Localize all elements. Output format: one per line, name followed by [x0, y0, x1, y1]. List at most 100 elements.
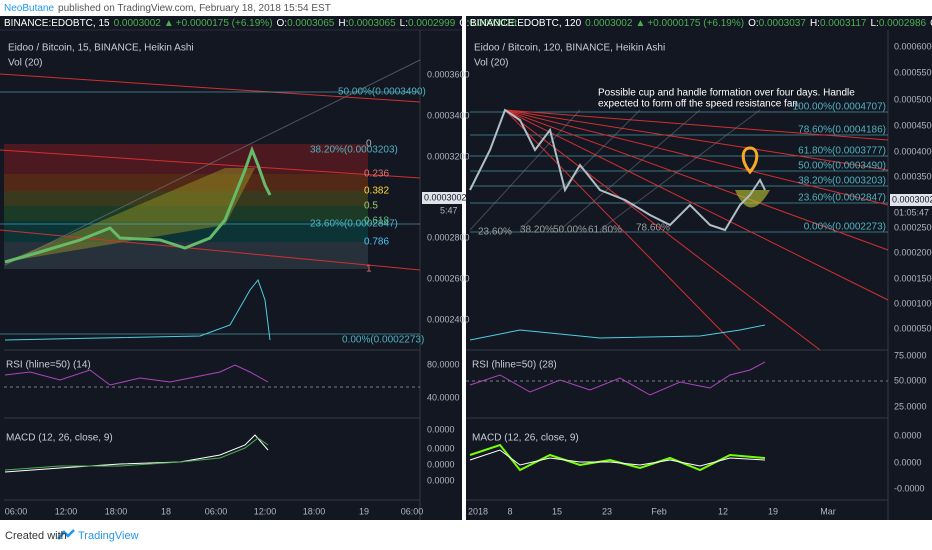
time-tick: 23 [602, 506, 612, 516]
right-drawing [466, 30, 889, 520]
header: NeoButane published on TradingView.com, F… [4, 3, 331, 14]
ohlc-value: 0.0003117 [820, 18, 867, 29]
macd-title: MACD (12, 26, close, 9) [6, 433, 113, 444]
fib-label: 50.00%(0.0003490) [338, 87, 426, 98]
time-tick: 8 [507, 506, 512, 516]
fan-line [469, 109, 581, 231]
ohlc-value: 0.0003037 [759, 18, 807, 29]
time-tick: 19 [359, 506, 369, 516]
ohlc-value: 0.0003065 [287, 18, 335, 29]
ohlc-value: 0.0003065 [348, 18, 396, 29]
time-tick: 18:00 [303, 506, 326, 516]
change: +0.0000175 (+6.19%) [176, 18, 273, 29]
last-price-box [422, 192, 462, 204]
fan-line [504, 109, 889, 301]
trend-line [4, 59, 421, 266]
fan-line [504, 109, 821, 351]
time-tick: 06:00 [5, 506, 28, 516]
ohlc-label: L: [870, 18, 878, 29]
price: 0.0003002 [585, 18, 633, 29]
ohlc-value: 0.0002986 [879, 18, 927, 29]
fib-label: 78.60%(0.0004186) [798, 125, 886, 136]
divider [462, 16, 466, 520]
footer-text: Created with [5, 530, 67, 542]
fib-label: 38.20%(0.0003203) [798, 176, 886, 187]
fib-label: 100.00%(0.0004707) [793, 102, 886, 113]
fan-label: 38.20% [520, 225, 554, 236]
price-tick: 0.0003400 [427, 110, 470, 120]
footer-brand: TradingView [78, 530, 139, 542]
macd-tick: -0.0000 [894, 483, 925, 493]
fib-label: 61.80%(0.0003777) [798, 146, 886, 157]
fib-label: 0.5 [364, 201, 378, 212]
time-tick: 2018 [468, 506, 488, 516]
time-tick: Feb [651, 506, 667, 516]
macd-line [4, 434, 269, 473]
last-price-box [890, 194, 932, 206]
macd-title: MACD (12, 26, close, 9) [472, 433, 579, 444]
fan-line [519, 109, 641, 231]
fib-label: 38.20%(0.0003203) [310, 145, 398, 156]
change: +0.0000175 (+6.19%) [647, 18, 744, 29]
fib-zone [4, 144, 368, 174]
macd-tick: 0.0000 [427, 475, 455, 485]
fib-zone [4, 191, 368, 206]
chart-title: Eidoo / Bitcoin, 120, BINANCE, Heikin As… [474, 43, 665, 54]
cup-shape [735, 190, 770, 208]
fan-line [599, 109, 761, 231]
volume-label: Vol (20) [474, 58, 508, 69]
fib-label: 0 [366, 139, 372, 150]
price-tick: 0.0002600 [427, 273, 470, 283]
rsi-line [4, 364, 269, 386]
rsi-tick: 50.0000 [894, 375, 927, 385]
symbol-line: BINANCE:EDOBTC, 120 0.0003002 ▲ +0.0000175 … [470, 18, 932, 29]
price-tick: 0.0003600 [427, 69, 470, 79]
last-price: 0.0003002 [892, 194, 932, 204]
ohlc-label: O: [748, 18, 759, 29]
macd-tick: 0.0000 [427, 424, 455, 434]
rsi-title: RSI (hline=50) (28) [472, 360, 557, 371]
signal-line [4, 437, 269, 471]
arrow: ▲ [164, 18, 174, 29]
last-price: 0.0003002 [424, 192, 467, 202]
price-candles [4, 145, 272, 264]
fan-line [504, 109, 741, 351]
time-tick: 12:00 [55, 506, 78, 516]
published: published on TradingView.com, February 1… [58, 3, 331, 14]
price-candles [469, 108, 766, 232]
fan-label: 78.60% [636, 223, 670, 234]
rsi-title: RSI (hline=50) (14) [6, 360, 91, 371]
macd-tick: 0.0000 [894, 430, 922, 440]
fan-label: 23.60% [478, 227, 512, 238]
annotation: expected to form off the speed resistanc… [598, 99, 801, 110]
fib-label: 0.00%(0.0002273) [342, 335, 424, 346]
price: 0.0003002 [114, 18, 162, 29]
time-tick: 06:00 [205, 506, 228, 516]
macd-tick: 0.0000 [894, 457, 922, 467]
fib-label: 23.60%(0.0002847) [798, 193, 886, 204]
fib-zone [4, 206, 368, 221]
fib-label: 0.236 [364, 169, 389, 180]
left-drawing [0, 29, 462, 520]
arrow: ▲ [635, 18, 645, 29]
price-tick: 0.0003200 [427, 151, 470, 161]
fib-zone [4, 221, 368, 242]
fan-line [559, 109, 701, 231]
time-tick: 18 [161, 506, 171, 516]
ohlc-label: O: [277, 18, 288, 29]
signal-line [469, 449, 766, 467]
ohlc-value: 0.0003026 [469, 18, 517, 29]
time-tick: 12 [718, 506, 728, 516]
trend-fill [5, 168, 255, 262]
fib-label: 1 [366, 264, 372, 275]
macd-tick: 0.0000 [427, 459, 455, 469]
macd-line [469, 443, 766, 472]
